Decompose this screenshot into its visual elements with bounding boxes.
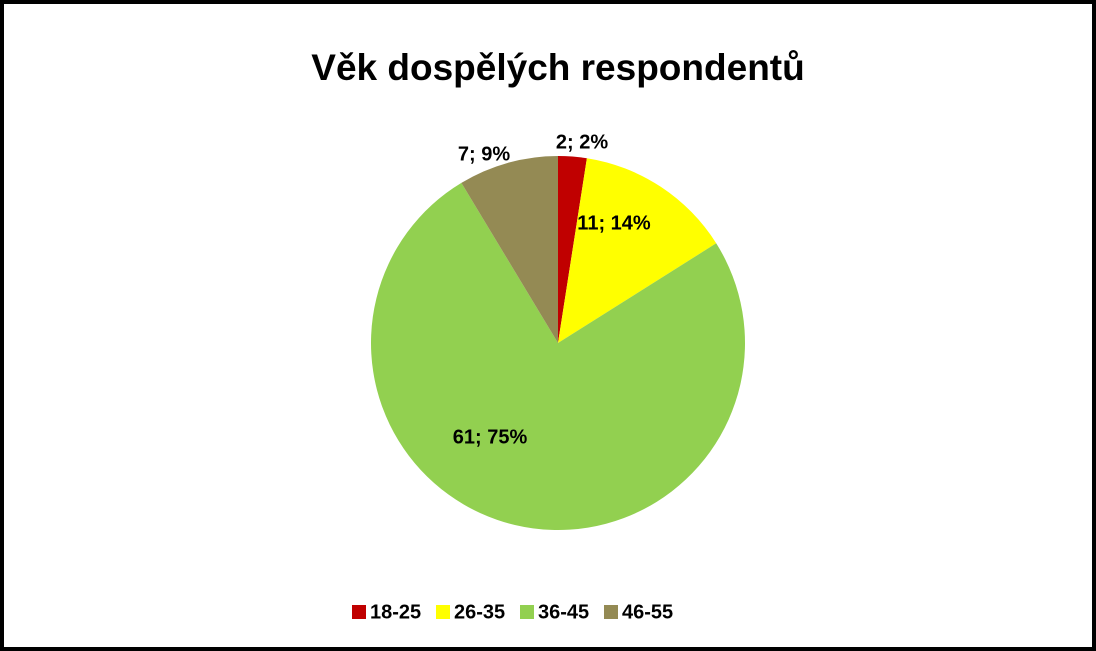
pie-slice [558,158,717,343]
data-label: 11; 14% [577,212,651,234]
data-label: 2; 2% [556,131,608,153]
data-label: 7; 9% [458,143,510,165]
legend-swatch [604,605,618,619]
legend-label: 46-55 [622,601,673,623]
pie-slice [558,156,587,343]
pie-slice [461,156,558,343]
legend-swatch [352,605,366,619]
pie-slice [371,182,745,530]
legend-label: 18-25 [370,601,421,623]
legend-label: 26-35 [454,601,505,623]
chart-title: Věk dospělých respondentů [311,47,804,88]
legend-label: 36-45 [538,601,589,623]
legend-swatch [520,605,534,619]
data-label: 61; 75% [453,426,528,448]
legend-swatch [436,605,450,619]
